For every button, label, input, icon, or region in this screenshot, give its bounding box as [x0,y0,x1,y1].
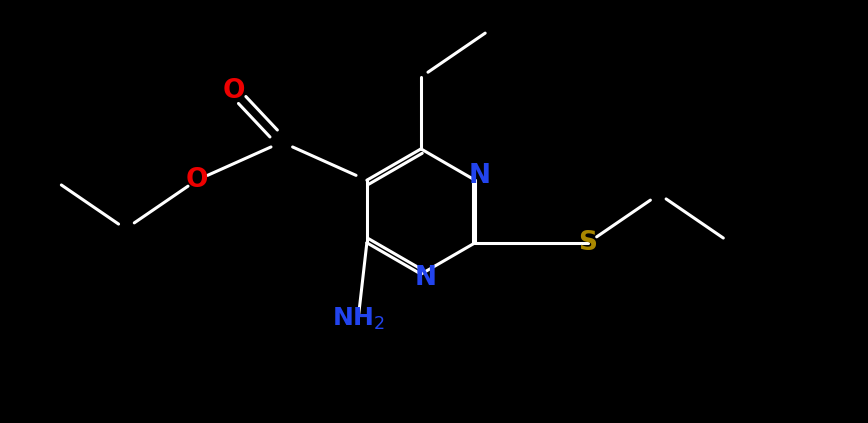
Text: O: O [223,78,246,104]
Text: S: S [578,230,597,256]
Text: N: N [469,163,490,189]
Text: O: O [186,167,208,193]
Text: NH$_2$: NH$_2$ [332,306,385,332]
Text: N: N [414,265,437,291]
